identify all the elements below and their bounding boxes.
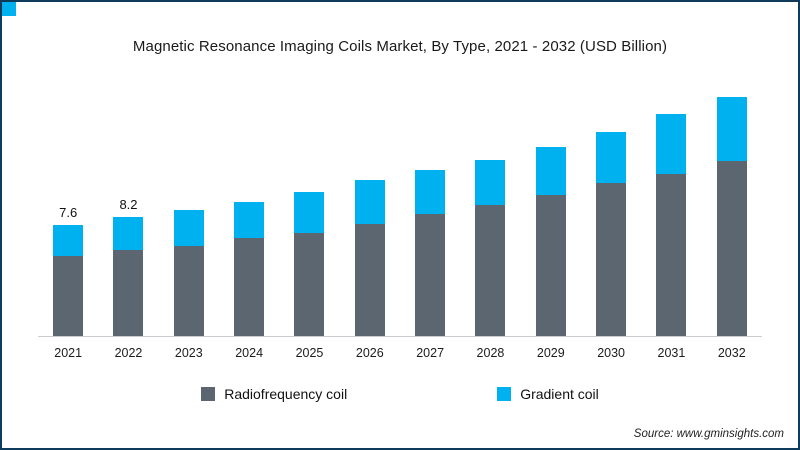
bar-group-2030	[581, 112, 641, 336]
bar-segment-radiofrequency	[294, 233, 325, 336]
bar-segment-gradient	[53, 225, 84, 256]
bar-segment-radiofrequency	[234, 238, 265, 336]
bar-segment-gradient	[354, 180, 385, 224]
bar-value-label: 8.2	[119, 197, 138, 212]
bar-group-2028	[460, 140, 520, 336]
bar-segment-radiofrequency	[656, 174, 687, 336]
bar-segment-radiofrequency	[173, 246, 204, 336]
stacked-bar	[475, 160, 506, 336]
bar-segment-gradient	[113, 217, 144, 250]
bar-group-2024	[219, 182, 279, 336]
bar-segment-radiofrequency	[535, 195, 566, 336]
bar-segment-radiofrequency	[475, 205, 506, 336]
bar-segment-gradient	[535, 147, 566, 195]
bar-segment-radiofrequency	[354, 224, 385, 336]
bar-segment-gradient	[294, 192, 325, 233]
bar-group-2032	[702, 77, 762, 336]
legend-item-radiofrequency-coil: Radiofrequency coil	[201, 386, 347, 402]
bar-group-2022: 8.2	[98, 197, 158, 336]
bar-segment-radiofrequency	[53, 256, 84, 336]
x-tick-label: 2028	[476, 346, 505, 360]
bar-segment-gradient	[596, 132, 627, 183]
source-attribution: Source: www.gminsights.com	[633, 428, 784, 440]
x-tick-label: 2026	[355, 346, 384, 360]
bar-segment-radiofrequency	[716, 161, 747, 336]
stacked-bar	[535, 147, 566, 336]
x-tick-label: 2029	[536, 346, 565, 360]
bar-segment-gradient	[173, 210, 204, 246]
x-tick-label: 2021	[54, 346, 83, 360]
x-axis: 2021 2022 2023 2024 2025 2026 2027 2028 2029 2030…	[38, 337, 762, 360]
corner-accent-square	[2, 2, 16, 16]
legend-label-gradient: Gradient coil	[520, 386, 599, 402]
bar-group-2026	[340, 160, 400, 336]
x-tick-label: 2030	[597, 346, 626, 360]
bar-segment-radiofrequency	[415, 214, 446, 336]
stacked-bar	[234, 202, 265, 336]
bar-value-label: 7.6	[59, 205, 78, 220]
bar-group-2031	[641, 94, 701, 336]
x-tick-label: 2025	[295, 346, 324, 360]
chart-area: 7.6 8.2 2021 2022 2023 2024 2025 2026 2027 2028 2…	[38, 75, 762, 360]
stacked-bar	[113, 217, 144, 336]
bar-segment-gradient	[716, 97, 747, 161]
plot-area: 7.6 8.2	[38, 75, 762, 337]
stacked-bar	[173, 210, 204, 336]
x-tick-label: 2027	[416, 346, 445, 360]
x-tick-label: 2022	[114, 346, 143, 360]
bar-segment-gradient	[234, 202, 265, 238]
chart-title: Magnetic Resonance Imaging Coils Market,…	[132, 38, 668, 55]
legend-swatch-radiofrequency-icon	[201, 387, 216, 401]
legend: Radiofrequency coil Gradient coil	[2, 386, 798, 402]
stacked-bar	[354, 180, 385, 336]
bar-group-2021: 7.6	[38, 205, 98, 336]
stacked-bar	[53, 225, 84, 336]
stacked-bar	[294, 192, 325, 336]
bar-segment-gradient	[415, 170, 446, 214]
x-tick-label: 2032	[717, 346, 746, 360]
bar-group-2025	[279, 172, 339, 336]
stacked-bar	[656, 114, 687, 336]
legend-swatch-gradient-icon	[497, 387, 512, 401]
bar-segment-gradient	[656, 114, 687, 174]
stacked-bar	[596, 132, 627, 336]
x-tick-label: 2024	[235, 346, 264, 360]
stacked-bar	[716, 97, 747, 336]
legend-label-radiofrequency: Radiofrequency coil	[224, 386, 348, 402]
bar-group-2029	[521, 127, 581, 336]
bar-group-2027	[400, 150, 460, 336]
bar-segment-gradient	[475, 160, 506, 205]
stacked-bar	[415, 170, 446, 336]
bar-segment-radiofrequency	[113, 250, 144, 336]
legend-item-gradient-coil: Gradient coil	[497, 386, 599, 402]
bar-group-2023	[159, 190, 219, 336]
x-tick-label: 2023	[174, 346, 203, 360]
bar-segment-radiofrequency	[596, 183, 627, 336]
x-tick-label: 2031	[657, 346, 686, 360]
